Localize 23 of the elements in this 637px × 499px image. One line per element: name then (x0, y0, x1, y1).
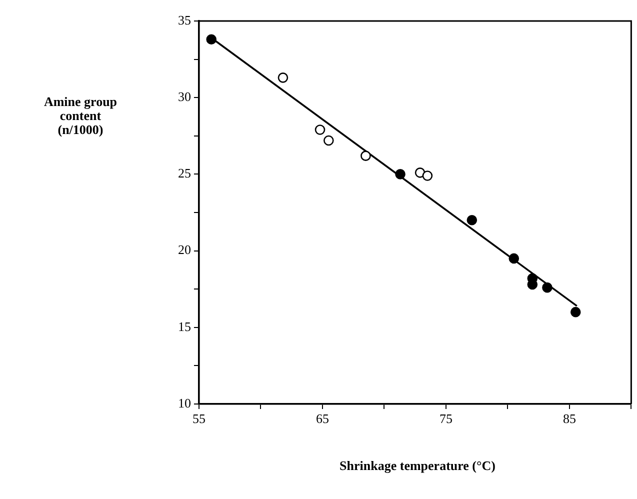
x-axis-title: Shrinkage temperature (°C) (338, 458, 496, 474)
x-tick-label: 65 (316, 411, 329, 426)
y-tick-label: 25 (178, 166, 191, 181)
point (422, 170, 433, 181)
y-axis-title: Amine group content (n/1000) (42, 94, 118, 137)
y-tick-label: 10 (178, 395, 191, 410)
point (360, 150, 371, 161)
x-tick-label: 55 (192, 411, 206, 426)
y-tick-label: 30 (178, 89, 191, 104)
point (314, 124, 326, 135)
y-tick-label: 35 (178, 12, 191, 28)
y-tick-label: 15 (178, 318, 191, 334)
point (570, 306, 581, 318)
x-tick-label: 85 (562, 411, 576, 426)
point (206, 34, 216, 45)
point (324, 135, 334, 146)
point (278, 72, 288, 83)
y-tick-label: 20 (178, 242, 191, 258)
point (395, 169, 406, 180)
point (466, 215, 478, 226)
point (508, 253, 520, 264)
x-tick-label: 75 (439, 411, 452, 426)
point (542, 282, 552, 293)
